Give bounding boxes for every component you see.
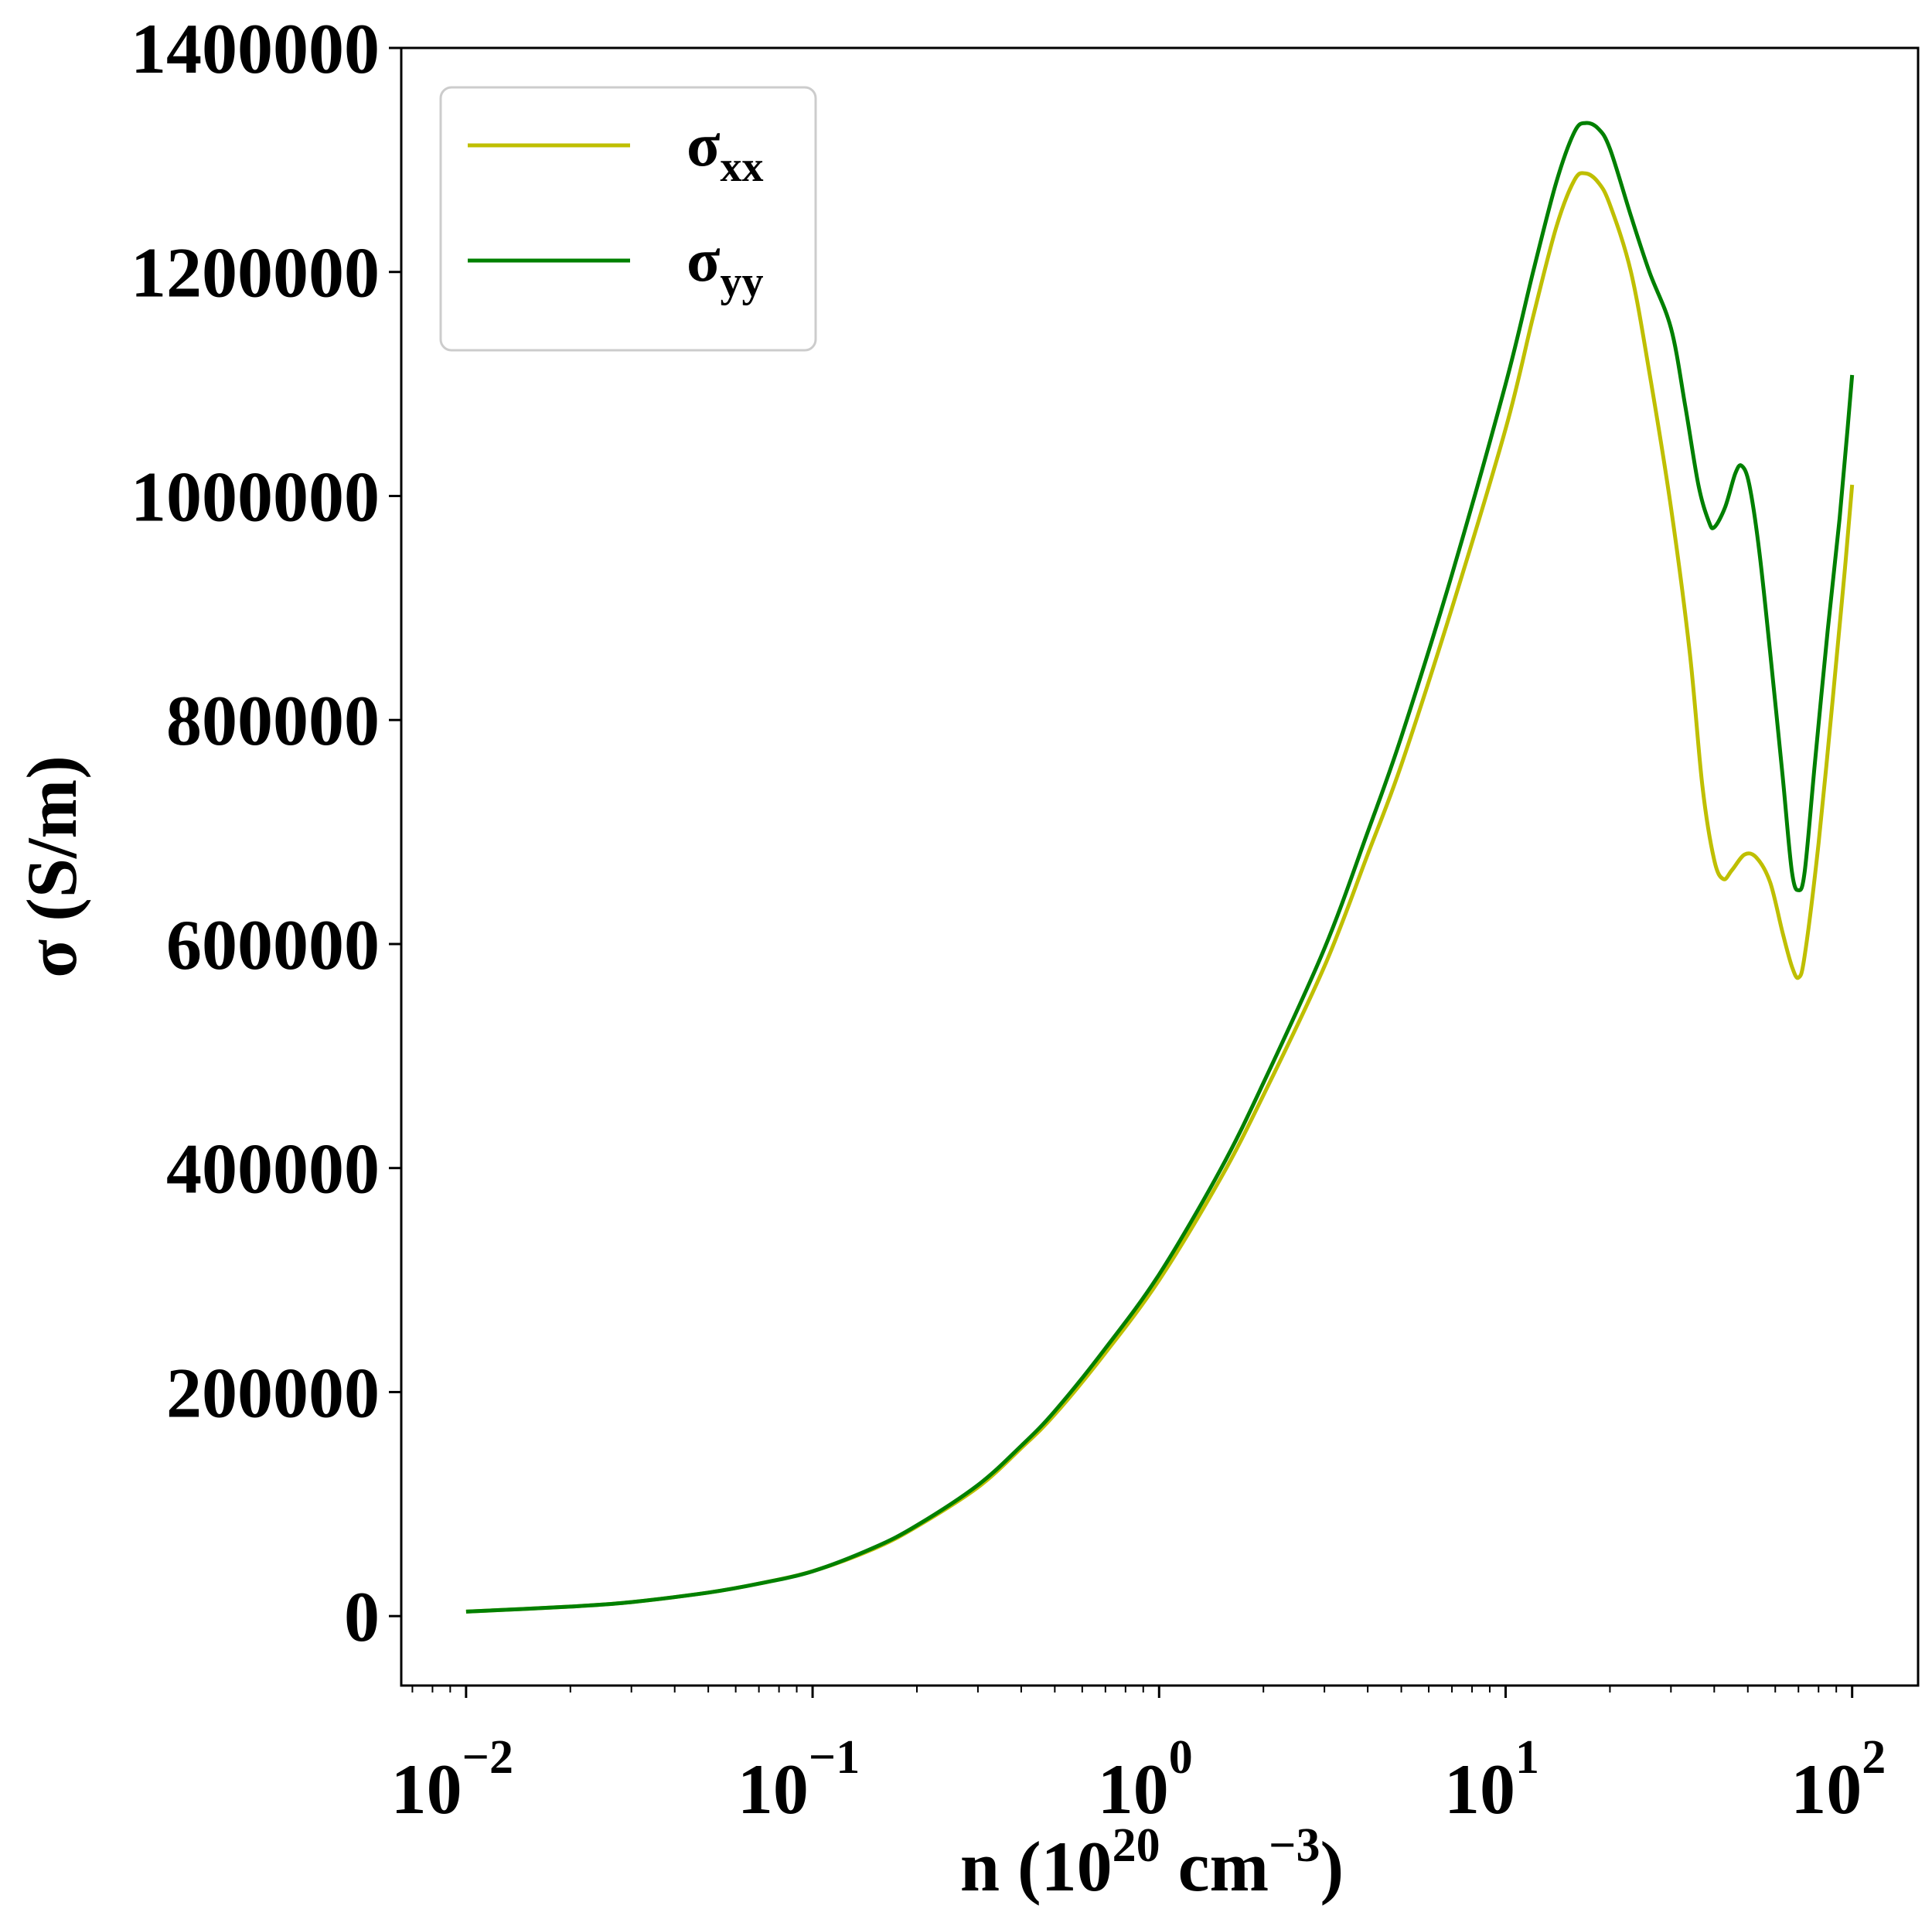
y-tick-label: 1000000 (131, 457, 380, 536)
x-tick-label: 100 (1098, 1731, 1193, 1829)
x-axis: 10−2 10−1 100 101 102 (391, 1686, 1886, 1829)
plot-frame (400, 46, 1920, 1687)
y-tick-label: 1400000 (131, 9, 380, 88)
legend-label-sigma-yy: σyy (687, 227, 764, 306)
x-axis-label-exp2: −3 (1269, 1819, 1320, 1872)
legend-label-sigma-xx: σxx (687, 111, 764, 191)
plot-area (465, 121, 1855, 1614)
x-axis-label-main: n (10 (960, 1827, 1113, 1906)
y-tick-label: 800000 (166, 681, 380, 760)
y-tick-label: 600000 (166, 905, 380, 984)
y-tick-label: 200000 (166, 1353, 380, 1432)
y-tick-label: 400000 (166, 1130, 380, 1208)
y-axis-label: σ (S/m) (12, 755, 91, 978)
x-tick-label: 10−1 (738, 1731, 860, 1829)
legend-box (439, 86, 817, 352)
y-tick-label: 1200000 (131, 234, 380, 312)
series-line-sigma-yy (465, 121, 1855, 1614)
y-tick-label: 0 (344, 1577, 380, 1656)
x-axis-label-mid: cm (1160, 1827, 1269, 1906)
x-axis-label-end: ) (1320, 1827, 1344, 1906)
x-axis-label: n (1020 cm−3) (960, 1819, 1344, 1906)
x-tick-label: 10−2 (391, 1731, 513, 1829)
x-tick-label: 101 (1444, 1731, 1539, 1829)
legend: σxx σyy (439, 86, 817, 352)
x-tick-label: 102 (1791, 1731, 1886, 1829)
y-axis: 0 200000 400000 600000 800000 1000000 1200000 1… (131, 9, 401, 1656)
x-axis-label-exp1: 20 (1113, 1819, 1160, 1872)
